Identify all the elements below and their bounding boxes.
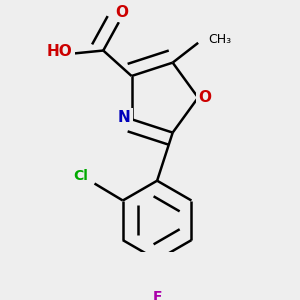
Text: N: N — [118, 110, 131, 125]
Text: HO: HO — [46, 44, 72, 59]
Text: F: F — [152, 290, 162, 300]
Text: Cl: Cl — [73, 169, 88, 184]
Text: O: O — [199, 90, 212, 105]
Text: O: O — [115, 5, 128, 20]
Text: CH₃: CH₃ — [208, 33, 231, 46]
